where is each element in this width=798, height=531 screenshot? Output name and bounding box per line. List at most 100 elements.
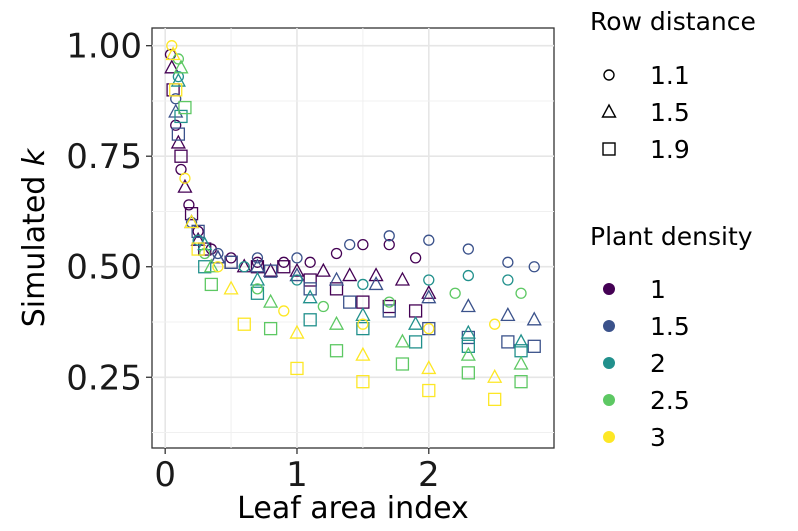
- legend-plant-density-label-2: 2: [650, 349, 666, 378]
- point-d1-r1_9-7: [303, 273, 317, 287]
- point-d3-r1_9-0: [169, 83, 183, 97]
- point-d2-r1_9-1: [198, 260, 212, 274]
- axis-ticks: 0 1 2 0.25 0.50 0.75 1.00: [66, 27, 439, 495]
- y-axis-title: Simulated k: [17, 147, 52, 327]
- point-d1_5-r1_9-9: [501, 335, 515, 349]
- point-d2_5-r1_9-0: [178, 100, 192, 115]
- point-d2_5-r1_1-3: [317, 300, 329, 313]
- point-d2-r1_9-6: [461, 339, 475, 353]
- point-d1_5-r1_5-10: [526, 311, 542, 326]
- point-d2_5-r1_5-4: [394, 333, 411, 348]
- point-d1-r1_1-1: [170, 119, 182, 131]
- point-d1_5-r1_1-8: [462, 243, 474, 255]
- legend-circle-icon: [603, 69, 615, 81]
- point-d1_5-r1_1-7: [423, 234, 435, 246]
- point-d1-r1_1-10: [330, 247, 343, 260]
- point-d1_5-r1_1-9: [502, 256, 514, 268]
- legend-color-dot-icon: [603, 431, 615, 443]
- legend-title-plant-density: Plant density: [590, 222, 753, 251]
- point-d1-r1_9-8: [329, 282, 344, 296]
- point-d3-r1_5-5: [421, 360, 437, 375]
- legend-triangle-icon: [601, 103, 617, 118]
- point-d2-r1_5-0: [170, 72, 186, 87]
- point-d1_5-r1_9-1: [191, 224, 205, 239]
- legend-color-dot-icon: [603, 394, 615, 406]
- point-d2-r1_9-3: [303, 313, 317, 327]
- point-d1_5-r1_5-5: [328, 271, 345, 286]
- point-d1-r1_1-6: [225, 252, 237, 264]
- point-d2_5-r1_1-6: [515, 287, 527, 299]
- legend-plant-density-label-1: 1.5: [650, 312, 690, 341]
- point-d2_5-r1_9-4: [395, 357, 410, 371]
- point-d2-r1_5-2: [249, 271, 266, 286]
- point-d1_5-r1_1-5: [344, 238, 356, 251]
- point-d1_5-r1_5-9: [500, 307, 516, 322]
- point-d1_5-r1_9-6: [382, 304, 396, 318]
- point-d2_5-r1_1-4: [383, 296, 395, 308]
- point-d2_5-r1_9-6: [514, 375, 528, 389]
- point-d1_5-r1_9-5: [343, 295, 357, 309]
- point-d2_5-r1_5-2: [263, 293, 279, 308]
- grid-lines: [152, 28, 554, 448]
- legend-row-distance-label-2: 1.9: [650, 135, 690, 164]
- x-tick-label-1: 1: [286, 455, 308, 495]
- point-d2-r1_9-0: [174, 109, 188, 124]
- legend-color-dot-icon: [603, 357, 615, 369]
- point-d2-r1_1-0: [172, 70, 185, 83]
- point-d1-r1_5-12: [421, 284, 437, 299]
- plot-panel: [151, 27, 555, 449]
- legend-plant-density-label-0: 1: [650, 275, 666, 304]
- point-d2-r1_9-4: [356, 321, 370, 336]
- y-axis-title-variable: k: [17, 147, 52, 166]
- point-d1_5-r1_5-6: [368, 276, 384, 291]
- shape-legend-items: 1.1 1.5 1.9: [601, 61, 690, 164]
- point-d2-r1_1-4: [357, 278, 369, 291]
- point-d2_5-r1_9-2: [263, 321, 278, 336]
- point-d3-r1_1-4: [357, 318, 369, 330]
- point-d1_5-r1_9-4: [303, 282, 317, 296]
- point-d3-r1_1-1: [179, 172, 191, 184]
- point-d2-r1_5-4: [355, 307, 371, 322]
- point-d1_5-r1_5-7: [421, 289, 437, 304]
- data-points: [164, 40, 542, 407]
- point-d1-r1_5-1: [170, 134, 186, 149]
- point-d3-r1_1-3: [278, 305, 290, 317]
- point-d1-r1_5-0: [164, 59, 180, 74]
- legend-plant-density-label-3: 2.5: [650, 386, 690, 415]
- y-axis-title-text: Simulated: [17, 166, 52, 327]
- point-d2-r1_1-5: [423, 274, 435, 286]
- point-d2-r1_5-5: [408, 315, 424, 330]
- point-d2_5-r1_1-2: [251, 283, 264, 295]
- x-axis-title: Leaf area index: [237, 491, 469, 526]
- point-d3-r1_5-3: [289, 324, 305, 339]
- point-d1_5-r1_1-2: [212, 247, 224, 260]
- point-d2-r1_5-7: [513, 333, 529, 348]
- point-d1_5-r1_1-10: [528, 261, 540, 273]
- point-d1-r1_1-8: [278, 256, 290, 268]
- point-d3-r1_9-4: [356, 375, 370, 389]
- point-d1_5-r1_9-0: [171, 127, 186, 141]
- point-d1_5-r1_1-6: [383, 230, 395, 242]
- point-d3-r1_9-3: [290, 361, 304, 376]
- legend-row-distance-label-1: 1.5: [650, 98, 690, 127]
- legend-title-row-distance: Row distance: [590, 7, 756, 36]
- point-d2_5-r1_5-1: [203, 258, 219, 273]
- y-tick-label-1: 0.50: [66, 248, 142, 288]
- point-d3-r1_1-6: [489, 318, 501, 330]
- point-d1-r1_1-12: [383, 238, 395, 251]
- point-d2-r1_5-6: [460, 324, 476, 339]
- legend-plant-density-label-4: 3: [650, 423, 666, 452]
- point-d2-r1_1-3: [291, 274, 303, 286]
- point-d1-r1_9-6: [277, 260, 291, 274]
- y-tick-label-3: 1.00: [66, 27, 142, 67]
- point-d3-r1_9-6: [488, 392, 502, 407]
- point-d1_5-r1_9-10: [527, 339, 541, 353]
- x-tick-label-0: 0: [154, 455, 176, 495]
- point-d1_5-r1_9-3: [263, 264, 278, 278]
- point-d2-r1_9-5: [408, 335, 423, 349]
- legend-row-distance-label-0: 1.1: [650, 61, 690, 90]
- point-d1_5-r1_1-3: [251, 252, 264, 264]
- point-d3-r1_9-2: [237, 317, 251, 331]
- point-d1-r1_5-9: [342, 267, 358, 282]
- point-d1_5-r1_1-4: [291, 252, 303, 264]
